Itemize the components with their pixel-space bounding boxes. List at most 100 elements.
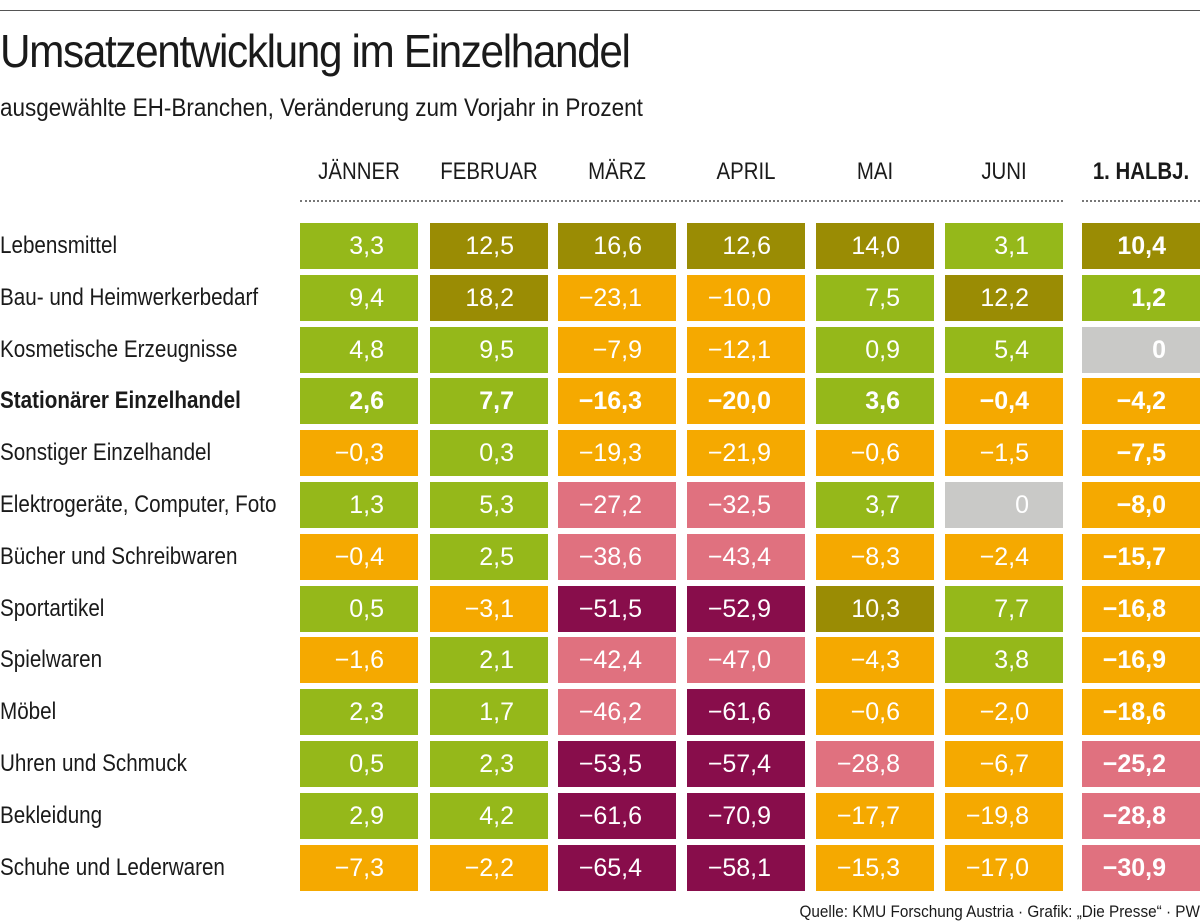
row-label: Uhren und Schmuck <box>0 750 188 777</box>
heatmap-cell: 3,3 <box>300 223 418 269</box>
heatmap-cell: 2,1 <box>430 637 548 684</box>
heatmap-cell: −16,9 <box>1082 637 1200 684</box>
heatmap-cell: 7,7 <box>945 585 1063 632</box>
heatmap-cell: 0,5 <box>300 741 418 787</box>
heatmap-cell: −28,8 <box>1082 792 1200 839</box>
heatmap-cell: 16,6 <box>558 223 676 269</box>
heatmap-cell: −16,3 <box>558 378 676 425</box>
row-label: Bau- und Heimwerkerbedarf <box>0 283 259 311</box>
heatmap-cell: 5,4 <box>945 326 1063 373</box>
row-label: Stationärer Einzelhandel <box>0 387 241 415</box>
heatmap-cell: 3,8 <box>945 637 1063 684</box>
heatmap-cell: 12,2 <box>945 274 1063 321</box>
row-label: Schuhe und Lederwaren <box>0 853 225 881</box>
chart-title: Umsatzentwicklung im Einzelhandel <box>0 25 631 77</box>
heatmap-cell: −51,5 <box>558 585 676 632</box>
heatmap-cell: −61,6 <box>558 792 676 839</box>
heatmap-cell: −52,9 <box>687 585 805 632</box>
heatmap-cell: −16,8 <box>1082 585 1200 632</box>
heatmap-cell: 18,2 <box>430 274 548 321</box>
heatmap-cell: 5,3 <box>430 482 548 528</box>
heatmap-cell: −46,2 <box>558 689 676 736</box>
heatmap-cell: −0,4 <box>300 533 418 580</box>
heatmap-cell: 1,3 <box>300 482 418 528</box>
heatmap-cell: 14,0 <box>816 223 934 269</box>
row-label: Bekleidung <box>0 801 103 829</box>
heatmap-cell: −70,9 <box>687 792 805 839</box>
heatmap-cell: 0,9 <box>816 326 934 373</box>
heatmap-cell: −1,5 <box>945 430 1063 477</box>
heatmap-cell: −43,4 <box>687 533 805 580</box>
heatmap-cell: 7,7 <box>430 378 548 425</box>
heatmap-cell: 10,3 <box>816 585 934 632</box>
heatmap-cell: −28,8 <box>816 741 934 787</box>
row-label: Bücher und Schreibwaren <box>0 542 238 570</box>
heatmap-cell: −10,0 <box>687 274 805 321</box>
heatmap-cell: 2,9 <box>300 792 418 839</box>
heatmap-cell: −2,0 <box>945 689 1063 736</box>
heatmap-cell: 2,3 <box>430 741 548 787</box>
heatmap-cell: −19,3 <box>558 430 676 477</box>
heatmap-cell: −0,6 <box>816 689 934 736</box>
heatmap-cell: −17,0 <box>945 844 1063 891</box>
heatmap-cell: −38,6 <box>558 533 676 580</box>
heatmap-cell: −61,6 <box>687 689 805 736</box>
heatmap-cell: −65,4 <box>558 844 676 891</box>
heatmap-cell: 4,8 <box>300 326 418 373</box>
heatmap-cell: 9,5 <box>430 326 548 373</box>
heatmap-cell: 1,7 <box>430 689 548 736</box>
heatmap-cell: −58,1 <box>687 844 805 891</box>
heatmap-cell: −17,7 <box>816 792 934 839</box>
top-rule <box>0 10 1200 11</box>
heatmap-cell: −4,2 <box>1082 378 1200 425</box>
heatmap-cell: −7,3 <box>300 844 418 891</box>
heatmap-cell: −18,6 <box>1082 689 1200 736</box>
heatmap-cell: −20,0 <box>687 378 805 425</box>
heatmap-cell: 12,5 <box>430 223 548 269</box>
heatmap-cell: 10,4 <box>1082 223 1200 269</box>
heatmap-cell: −1,6 <box>300 637 418 684</box>
heatmap-cell: 2,3 <box>300 689 418 736</box>
row-label: Elektrogeräte, Computer, Foto <box>0 491 277 518</box>
row-label: Möbel <box>0 698 57 726</box>
heatmap-cell: −30,9 <box>1082 844 1200 891</box>
heatmap-cell: −7,9 <box>558 326 676 373</box>
heatmap-cell: 0,5 <box>300 585 418 632</box>
row-label: Kosmetische Erzeugnisse <box>0 335 238 363</box>
heatmap-cell: −32,5 <box>687 482 805 528</box>
heatmap-cell: 9,4 <box>300 274 418 321</box>
heatmap-cell: −0,6 <box>816 430 934 477</box>
heatmap-cell: 0 <box>945 482 1063 528</box>
heatmap-cell: 2,5 <box>430 533 548 580</box>
heatmap-cell: −57,4 <box>687 741 805 787</box>
heatmap-cell: 0,3 <box>430 430 548 477</box>
chart-subtitle: ausgewählte EH-Branchen, Veränderung zum… <box>0 94 643 122</box>
heatmap-cell: −15,3 <box>816 844 934 891</box>
heatmap-cell: −0,4 <box>945 378 1063 425</box>
heatmap-cell: −12,1 <box>687 326 805 373</box>
row-label: Lebensmittel <box>0 232 118 259</box>
column-header: 1. HALBJ. <box>1092 158 1190 185</box>
heatmap-cell: −8,0 <box>1082 482 1200 528</box>
heatmap-cell: 0 <box>1082 326 1200 373</box>
heatmap-cell: −8,3 <box>816 533 934 580</box>
column-header: FEBRUAR <box>440 158 538 185</box>
row-label: Spielwaren <box>0 646 103 674</box>
heatmap-cell: 1,2 <box>1082 274 1200 321</box>
heatmap-cell: −19,8 <box>945 792 1063 839</box>
heatmap-cell: 7,5 <box>816 274 934 321</box>
source-note: Quelle: KMU Forschung Austria · Grafik: … <box>799 902 1200 921</box>
column-header: MAI <box>856 158 894 185</box>
heatmap-cell: −42,4 <box>558 637 676 684</box>
heatmap-cell: −2,2 <box>430 844 548 891</box>
column-header: APRIL <box>716 158 776 185</box>
heatmap-cell: −7,5 <box>1082 430 1200 477</box>
heatmap-cell: −53,5 <box>558 741 676 787</box>
heatmap-cell: 2,6 <box>300 378 418 425</box>
column-header: JUNI <box>981 158 1027 185</box>
heatmap-cell: −23,1 <box>558 274 676 321</box>
heatmap-cell: −0,3 <box>300 430 418 477</box>
heatmap-cell: −21,9 <box>687 430 805 477</box>
heatmap-cell: −25,2 <box>1082 741 1200 787</box>
row-label: Sonstiger Einzelhandel <box>0 439 212 467</box>
